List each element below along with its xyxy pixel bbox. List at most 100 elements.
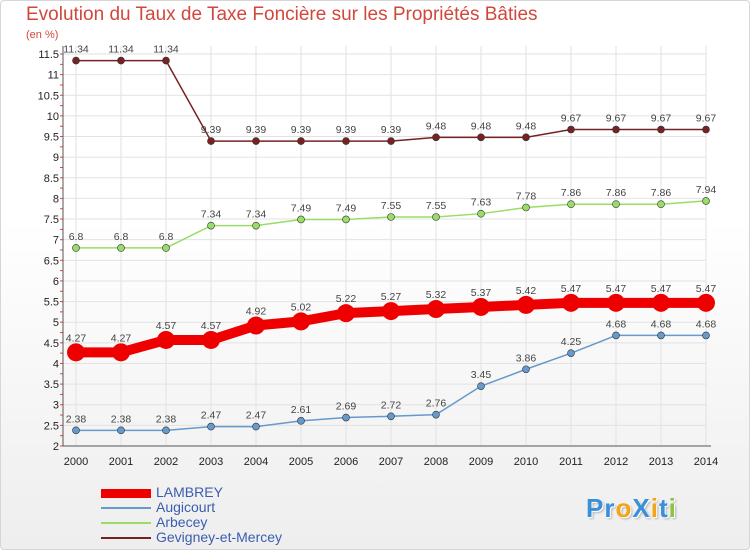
legend-swatch <box>101 522 151 524</box>
legend-label: LAMBREY <box>156 484 223 500</box>
data-label: 9.39 <box>381 124 402 136</box>
logo-letter: o <box>615 493 633 523</box>
data-label: 3.45 <box>471 369 492 381</box>
data-label: 5.37 <box>471 287 492 299</box>
data-point <box>157 330 175 349</box>
data-point <box>562 293 580 312</box>
data-label: 5.02 <box>291 301 312 313</box>
data-point <box>567 125 575 134</box>
data-label: 9.67 <box>606 113 627 125</box>
y-tick-label: 9 <box>53 152 59 164</box>
data-point <box>72 244 80 252</box>
data-point <box>432 410 440 419</box>
x-tick-label: 2012 <box>604 456 628 468</box>
data-label: 2.69 <box>336 401 357 413</box>
data-label: 6.8 <box>69 231 84 243</box>
data-point <box>477 133 485 142</box>
x-tick-label: 2010 <box>514 456 538 468</box>
data-label: 4.68 <box>606 318 627 330</box>
data-point <box>252 221 260 230</box>
data-point <box>612 200 620 208</box>
x-tick-label: 2006 <box>334 456 358 468</box>
logo-letter: X <box>632 493 651 523</box>
y-tick-label: 10 <box>47 111 59 123</box>
data-label: 7.86 <box>651 187 672 199</box>
data-point <box>432 133 440 142</box>
x-tick-label: 2007 <box>379 456 403 468</box>
data-point <box>247 316 265 335</box>
data-label: 5.47 <box>606 283 627 295</box>
y-tick-label: 4.5 <box>44 338 59 350</box>
data-point <box>252 137 260 145</box>
data-label: 6.8 <box>114 231 129 243</box>
data-label: 4.57 <box>156 320 177 332</box>
x-tick-label: 2002 <box>154 456 178 468</box>
data-point <box>162 244 170 252</box>
data-label: 7.49 <box>336 202 357 214</box>
data-label: 9.67 <box>696 113 717 125</box>
data-label: 9.39 <box>201 124 222 136</box>
data-label: 7.49 <box>291 202 312 214</box>
data-label: 7.86 <box>606 187 627 199</box>
data-label: 2.38 <box>156 413 177 425</box>
legend-label: Augicourt <box>156 499 216 515</box>
x-tick-label: 2001 <box>109 456 133 468</box>
data-point <box>567 349 575 357</box>
data-point <box>522 203 530 212</box>
logo-letter: r <box>604 493 616 523</box>
x-tick-label: 2003 <box>199 456 223 468</box>
data-point <box>72 426 80 435</box>
legend-swatch <box>101 507 151 509</box>
logo-letter: P <box>586 493 605 523</box>
data-point <box>72 56 80 65</box>
y-tick-label: 7 <box>53 235 59 247</box>
y-tick-label: 3.5 <box>44 379 59 391</box>
data-label: 4.27 <box>66 332 87 344</box>
data-label: 5.27 <box>381 291 402 303</box>
data-label: 9.39 <box>246 124 267 136</box>
unit-label: (en %) <box>26 29 59 41</box>
data-point <box>522 133 530 142</box>
legend-swatch <box>101 537 151 539</box>
data-label: 11.34 <box>63 44 89 56</box>
data-point <box>382 302 400 321</box>
y-tick-label: 11.5 <box>38 49 59 61</box>
data-label: 9.67 <box>561 113 582 125</box>
data-label: 4.68 <box>696 318 717 330</box>
data-label: 4.27 <box>111 332 132 344</box>
data-label: 7.34 <box>246 209 267 221</box>
data-label: 5.47 <box>651 283 672 295</box>
x-tick-label: 2009 <box>469 456 493 468</box>
y-tick-label: 3 <box>53 400 59 412</box>
y-tick-label: 6 <box>53 276 59 288</box>
data-label: 7.78 <box>516 190 537 202</box>
data-label: 5.47 <box>561 283 582 295</box>
data-label: 5.32 <box>426 289 447 301</box>
data-label: 9.67 <box>651 113 672 125</box>
data-label: 7.86 <box>561 187 582 199</box>
y-tick-label: 2 <box>53 441 59 453</box>
x-tick-label: 2008 <box>424 456 448 468</box>
data-label: 7.34 <box>201 209 222 221</box>
logo-letter: t <box>658 493 669 523</box>
y-tick-label: 5 <box>53 317 59 329</box>
data-label: 7.55 <box>381 200 402 212</box>
data-label: 2.47 <box>246 410 267 422</box>
y-tick-label: 10.5 <box>38 90 59 102</box>
data-label: 2.76 <box>426 398 447 410</box>
data-point <box>207 422 215 431</box>
data-point <box>162 426 170 435</box>
data-point <box>477 209 485 218</box>
data-point <box>337 304 355 323</box>
data-point <box>702 331 710 340</box>
data-point <box>567 200 575 208</box>
data-label: 6.8 <box>159 231 174 243</box>
x-tick-label: 2013 <box>649 456 673 468</box>
data-label: 5.22 <box>336 293 357 305</box>
data-point <box>517 295 535 314</box>
data-point <box>117 244 125 252</box>
data-point <box>702 197 710 205</box>
data-point <box>427 300 445 319</box>
data-point <box>612 125 620 134</box>
